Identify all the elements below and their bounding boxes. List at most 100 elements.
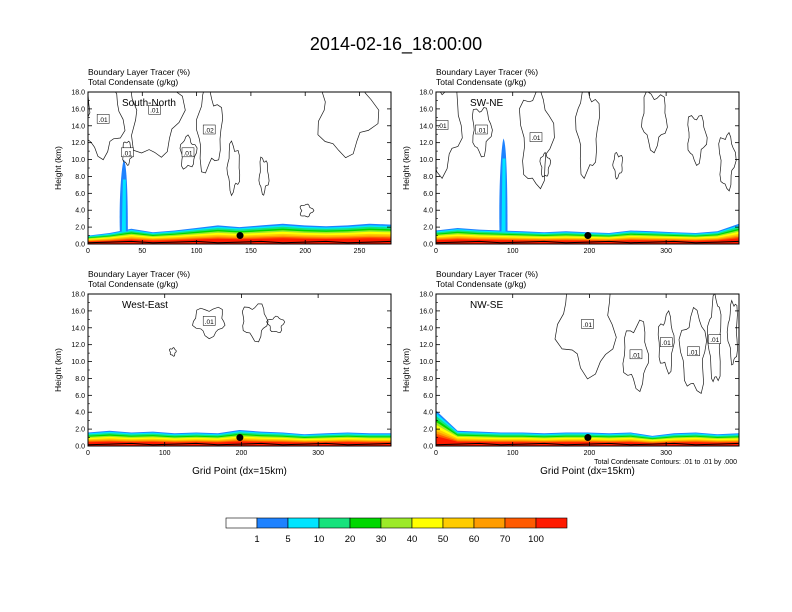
contour-label-box	[629, 349, 643, 360]
panel-bottom-right: Boundary Layer Tracer (%)Total Condensat…	[401, 269, 740, 477]
ytick-label: 18.0	[71, 292, 85, 299]
condensate-contour	[196, 92, 224, 174]
xtick-label: 100	[507, 450, 519, 457]
panel-subtitle: Total Condensate (g/kg)	[88, 279, 178, 289]
ytick-label: 12.0	[419, 342, 433, 349]
contour-label: .01	[150, 108, 159, 115]
xtick-label: 300	[660, 248, 672, 255]
colorbar-label: 5	[285, 534, 290, 545]
condensate-contour	[612, 152, 623, 180]
ytick-label: 4.0	[423, 208, 433, 215]
ytick-label: 0.0	[423, 444, 433, 451]
ytick-label: 0.0	[423, 242, 433, 249]
condensate-contour	[539, 151, 552, 178]
panel-title: Boundary Layer Tracer (%)	[436, 67, 538, 77]
contour-label-box	[121, 147, 134, 158]
condensate-contour	[471, 107, 493, 158]
panel-title: Boundary Layer Tracer (%)	[436, 269, 538, 279]
condensate-contour	[641, 92, 668, 154]
contour-label-box	[475, 124, 488, 135]
contour-label: .01	[183, 150, 192, 157]
terrain-line	[88, 240, 391, 244]
ytick-label: 16.0	[419, 308, 433, 315]
condensate-contour	[130, 92, 186, 158]
ytick-label: 18.0	[419, 90, 433, 97]
panels: Boundary Layer Tracer (%)Total Condensat…	[53, 67, 740, 477]
contour-label-box	[529, 132, 543, 142]
panel-label: South-North	[122, 98, 176, 109]
condensate-contour	[575, 92, 600, 180]
condensate-contour	[706, 294, 722, 383]
colorbar-label: 70	[500, 534, 511, 545]
condensate-contour	[436, 92, 463, 179]
ytick-label: 14.0	[71, 325, 85, 332]
figure-title: 2014-02-16_18:00:00	[310, 34, 482, 55]
plot-frame	[87, 91, 392, 245]
ytick-label: 14.0	[419, 123, 433, 130]
y-axis-label: Height (km)	[53, 348, 63, 392]
condensate-contour	[657, 309, 675, 375]
colorbar-label: 50	[438, 534, 449, 545]
colorbar-swatch	[380, 517, 413, 529]
location-marker	[236, 434, 244, 442]
xtick-label: 100	[507, 248, 519, 255]
plot-area: .01 .01 .01 .01 .01	[436, 294, 739, 446]
ytick-label: 4.0	[423, 410, 433, 417]
colorbar-swatch	[318, 517, 351, 529]
xtick-label: 150	[245, 248, 257, 255]
contour-label: .01	[99, 117, 108, 124]
condensate-contour	[678, 306, 707, 394]
plot-area: .01 .01 .01 .01 .02	[88, 92, 391, 244]
location-marker	[584, 434, 592, 442]
condensate-contour	[519, 92, 555, 190]
ytick-label: 8.0	[75, 376, 85, 383]
xtick-label: 200	[236, 450, 248, 457]
colorbar-swatch	[287, 517, 320, 529]
panel-label: West-East	[122, 300, 168, 311]
colorbar-label: 20	[345, 534, 356, 545]
contour-label-box	[148, 104, 161, 115]
panel-bottom-left: Boundary Layer Tracer (%)Total Condensat…	[53, 269, 392, 477]
ytick-label: 12.0	[71, 140, 85, 147]
ytick-label: 14.0	[419, 325, 433, 332]
tracer-plume-core	[501, 158, 506, 232]
xtick-label: 50	[138, 248, 146, 255]
condensate-contour	[226, 140, 241, 197]
contour-label: .01	[583, 322, 592, 329]
ytick-label: 2.0	[75, 225, 85, 232]
colorbar-label: 40	[407, 534, 418, 545]
ytick-label: 12.0	[71, 342, 85, 349]
colorbar-label: 30	[376, 534, 387, 545]
panel-label: SW-NE	[470, 98, 503, 109]
xtick-label: 0	[86, 248, 90, 255]
contour-label: .01	[631, 352, 640, 359]
ytick-label: 10.0	[419, 157, 433, 164]
contour-label: .01	[689, 349, 698, 356]
ytick-label: 16.0	[71, 308, 85, 315]
colorbar-swatch	[535, 517, 568, 529]
ytick-label: 4.0	[75, 410, 85, 417]
ytick-label: 12.0	[419, 140, 433, 147]
colorbar-swatch	[225, 517, 258, 529]
ytick-label: 6.0	[423, 191, 433, 198]
ytick-label: 0.0	[75, 242, 85, 249]
contour-label: .01	[710, 337, 719, 344]
xtick-label: 300	[312, 450, 324, 457]
panel-title: Boundary Layer Tracer (%)	[88, 269, 190, 279]
colorbar-swatch	[504, 517, 537, 529]
condensate-contour	[258, 156, 270, 196]
contour-label: .01	[123, 150, 132, 157]
plot-frame	[435, 293, 740, 447]
ytick-label: 16.0	[419, 106, 433, 113]
xtick-label: 0	[434, 450, 438, 457]
condensate-contour	[687, 114, 708, 166]
xtick-label: 100	[191, 248, 203, 255]
contour-label: .01	[531, 135, 540, 142]
location-marker	[236, 232, 244, 240]
plot-area: .01 .01 .01	[436, 92, 739, 244]
condensate-contour	[192, 306, 226, 340]
ytick-label: 8.0	[423, 174, 433, 181]
colorbar-swatch	[256, 517, 289, 529]
panel-title: Boundary Layer Tracer (%)	[88, 67, 190, 77]
xtick-label: 200	[299, 248, 311, 255]
